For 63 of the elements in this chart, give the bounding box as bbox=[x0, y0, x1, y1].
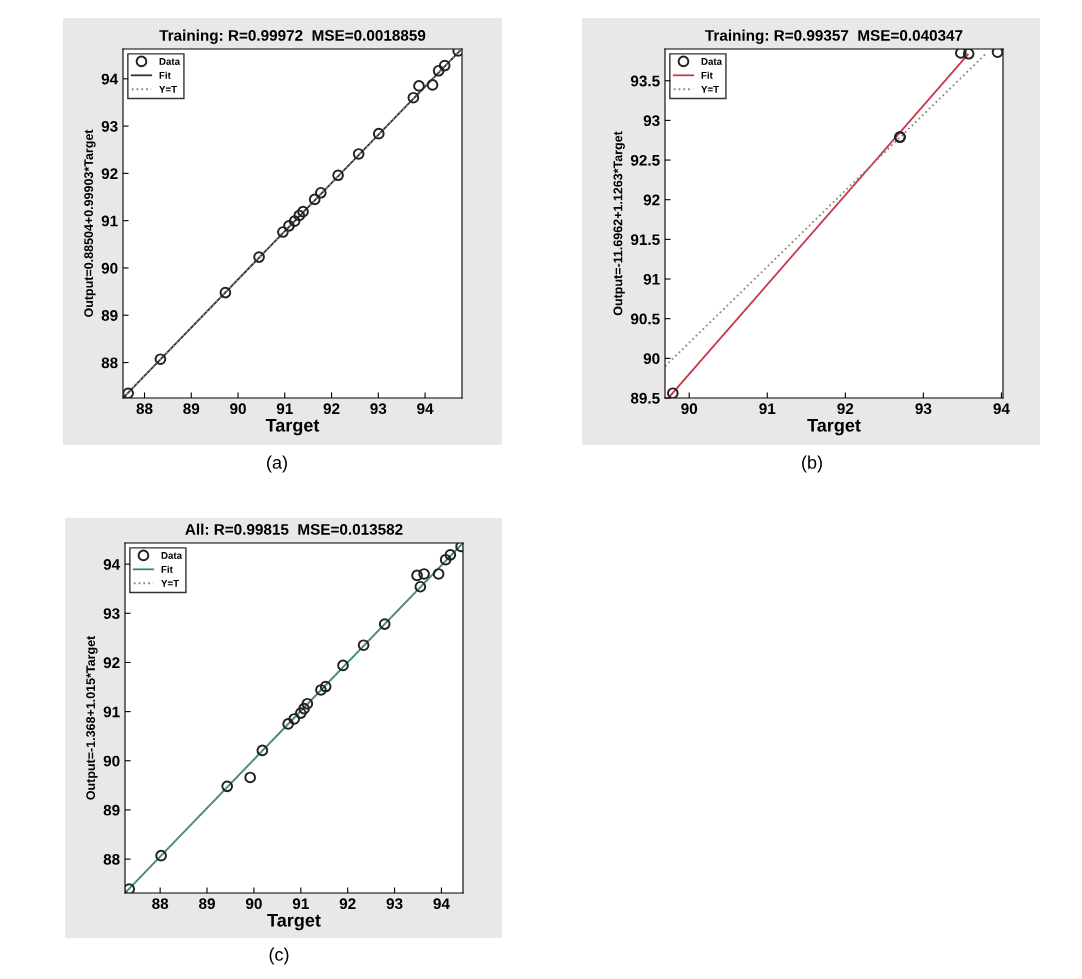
x-tick-label: 94 bbox=[433, 898, 450, 910]
y-tick-label: 92.5 bbox=[630, 154, 660, 166]
y-tick-label: 93 bbox=[643, 115, 660, 127]
x-tick-label: 93 bbox=[370, 403, 387, 415]
y-tick-label: 89 bbox=[101, 310, 118, 321]
legend-label: Data bbox=[161, 552, 183, 559]
y-tick-label: 88 bbox=[101, 357, 118, 369]
x-tick-label: 90 bbox=[245, 898, 262, 910]
x-tick-label: 92 bbox=[339, 898, 356, 910]
x-tick-label: 91 bbox=[759, 403, 776, 415]
chart-title: All: R=0.99815 MSE=0.013582 bbox=[185, 523, 403, 535]
legend-label: Fit bbox=[159, 71, 171, 79]
y-axis-title: Output=-11.6962+1.1263*Target bbox=[613, 131, 625, 316]
y-tick-label: 92 bbox=[101, 168, 118, 180]
chart-title: Training: R=0.99972 MSE=0.0018859 bbox=[159, 29, 426, 44]
x-tick-label: 89 bbox=[199, 898, 215, 910]
x-axis-title: Target bbox=[807, 419, 861, 436]
y-tick-label: 93 bbox=[103, 608, 120, 619]
y-axis-title: Output=-1.368+1.015*Target bbox=[86, 635, 98, 800]
y-tick-label: 91 bbox=[103, 706, 120, 718]
x-tick-label: 92 bbox=[323, 403, 340, 415]
chart-title: Training: R=0.99357 MSE=0.040347 bbox=[705, 29, 963, 44]
legend-label: Data bbox=[159, 58, 181, 65]
x-tick-label: 90 bbox=[230, 403, 246, 415]
y-tick-label: 88 bbox=[103, 853, 120, 865]
legend-label: Y=T bbox=[159, 85, 177, 93]
x-tick-label: 88 bbox=[152, 898, 169, 910]
y-tick-label: 92 bbox=[103, 657, 120, 669]
text: (b) bbox=[802, 455, 822, 473]
legend-label: Fit bbox=[161, 565, 173, 573]
y-tick-label: 91 bbox=[101, 215, 118, 227]
y-tick-label: 89 bbox=[103, 804, 120, 816]
x-tick-label: 94 bbox=[417, 403, 434, 415]
y-tick-label: 92 bbox=[643, 194, 660, 206]
text: (c) bbox=[269, 947, 289, 965]
y-tick-label: 94 bbox=[103, 559, 121, 570]
x-tick-label: 88 bbox=[136, 403, 153, 415]
x-axis-title: Target bbox=[267, 914, 321, 931]
y-tick-label: 94 bbox=[101, 73, 119, 85]
y-tick-label: 91 bbox=[643, 273, 660, 285]
x-tick-label: 89 bbox=[183, 403, 200, 415]
legend-label: Y=T bbox=[161, 579, 179, 587]
y-tick-label: 90.5 bbox=[630, 313, 660, 325]
x-tick-label: 94 bbox=[993, 403, 1010, 415]
x-tick-label: 93 bbox=[386, 898, 403, 910]
x-tick-label: 90 bbox=[681, 403, 698, 415]
x-tick-label: 91 bbox=[276, 403, 293, 415]
x-tick-label: 92 bbox=[837, 403, 854, 415]
y-axis-title: Output=0.88504+0.99903*Target bbox=[84, 129, 96, 318]
legend-label: Y=T bbox=[701, 85, 719, 93]
y-tick-label: 93 bbox=[101, 120, 118, 132]
y-tick-label: 89.5 bbox=[630, 392, 660, 404]
y-tick-label: 91.5 bbox=[630, 234, 660, 246]
text: (a) bbox=[267, 455, 287, 473]
y-tick-label: 90 bbox=[101, 262, 118, 274]
legend-label: Fit bbox=[701, 71, 713, 79]
y-tick-label: 90 bbox=[643, 353, 660, 365]
x-axis-title: Target bbox=[265, 419, 320, 436]
x-tick-label: 91 bbox=[292, 898, 309, 910]
x-tick-label: 93 bbox=[915, 403, 932, 415]
y-tick-label: 93.5 bbox=[630, 75, 660, 87]
y-tick-label: 90 bbox=[103, 755, 120, 767]
legend-label: Data bbox=[701, 58, 723, 65]
